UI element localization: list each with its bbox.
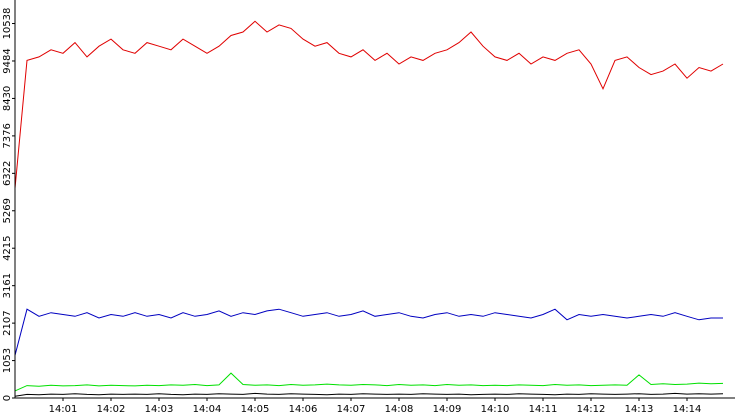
y-tick-label: 10538 (2, 8, 13, 40)
series-line (14, 20, 724, 189)
x-tick-label: 14:06 (289, 404, 318, 415)
x-tick-label: 14:09 (433, 404, 462, 415)
series-line (14, 308, 723, 356)
y-tick-label: 1053 (2, 348, 13, 373)
y-tick-label: 3161 (2, 273, 13, 298)
x-tick-label: 14:14 (673, 404, 702, 415)
series-line (14, 372, 724, 392)
y-tick-label: 9484 (2, 48, 13, 73)
x-tick-label: 14:13 (625, 404, 654, 415)
x-tick-label: 14:04 (193, 404, 222, 415)
x-tick-label: 14:08 (385, 404, 414, 415)
y-tick-label: 0 (2, 395, 13, 401)
y-tick-label: 5269 (2, 198, 13, 223)
x-tick-label: 14:07 (337, 404, 366, 415)
x-tick-label: 14:02 (97, 404, 126, 415)
x-tick-label: 14:10 (481, 404, 510, 415)
x-tick-label: 14:01 (49, 404, 78, 415)
y-tick-label: 8430 (2, 86, 13, 111)
x-tick-label: 14:03 (145, 404, 174, 415)
x-tick-label: 14:05 (241, 404, 270, 415)
x-tick-label: 14:12 (577, 404, 606, 415)
series-line (14, 392, 724, 397)
y-tick-label: 6322 (2, 161, 13, 186)
y-tick-label: 2107 (2, 310, 13, 335)
x-tick-label: 14:11 (529, 404, 558, 415)
y-tick-label: 4215 (2, 235, 13, 260)
y-tick-label: 7376 (2, 123, 13, 148)
